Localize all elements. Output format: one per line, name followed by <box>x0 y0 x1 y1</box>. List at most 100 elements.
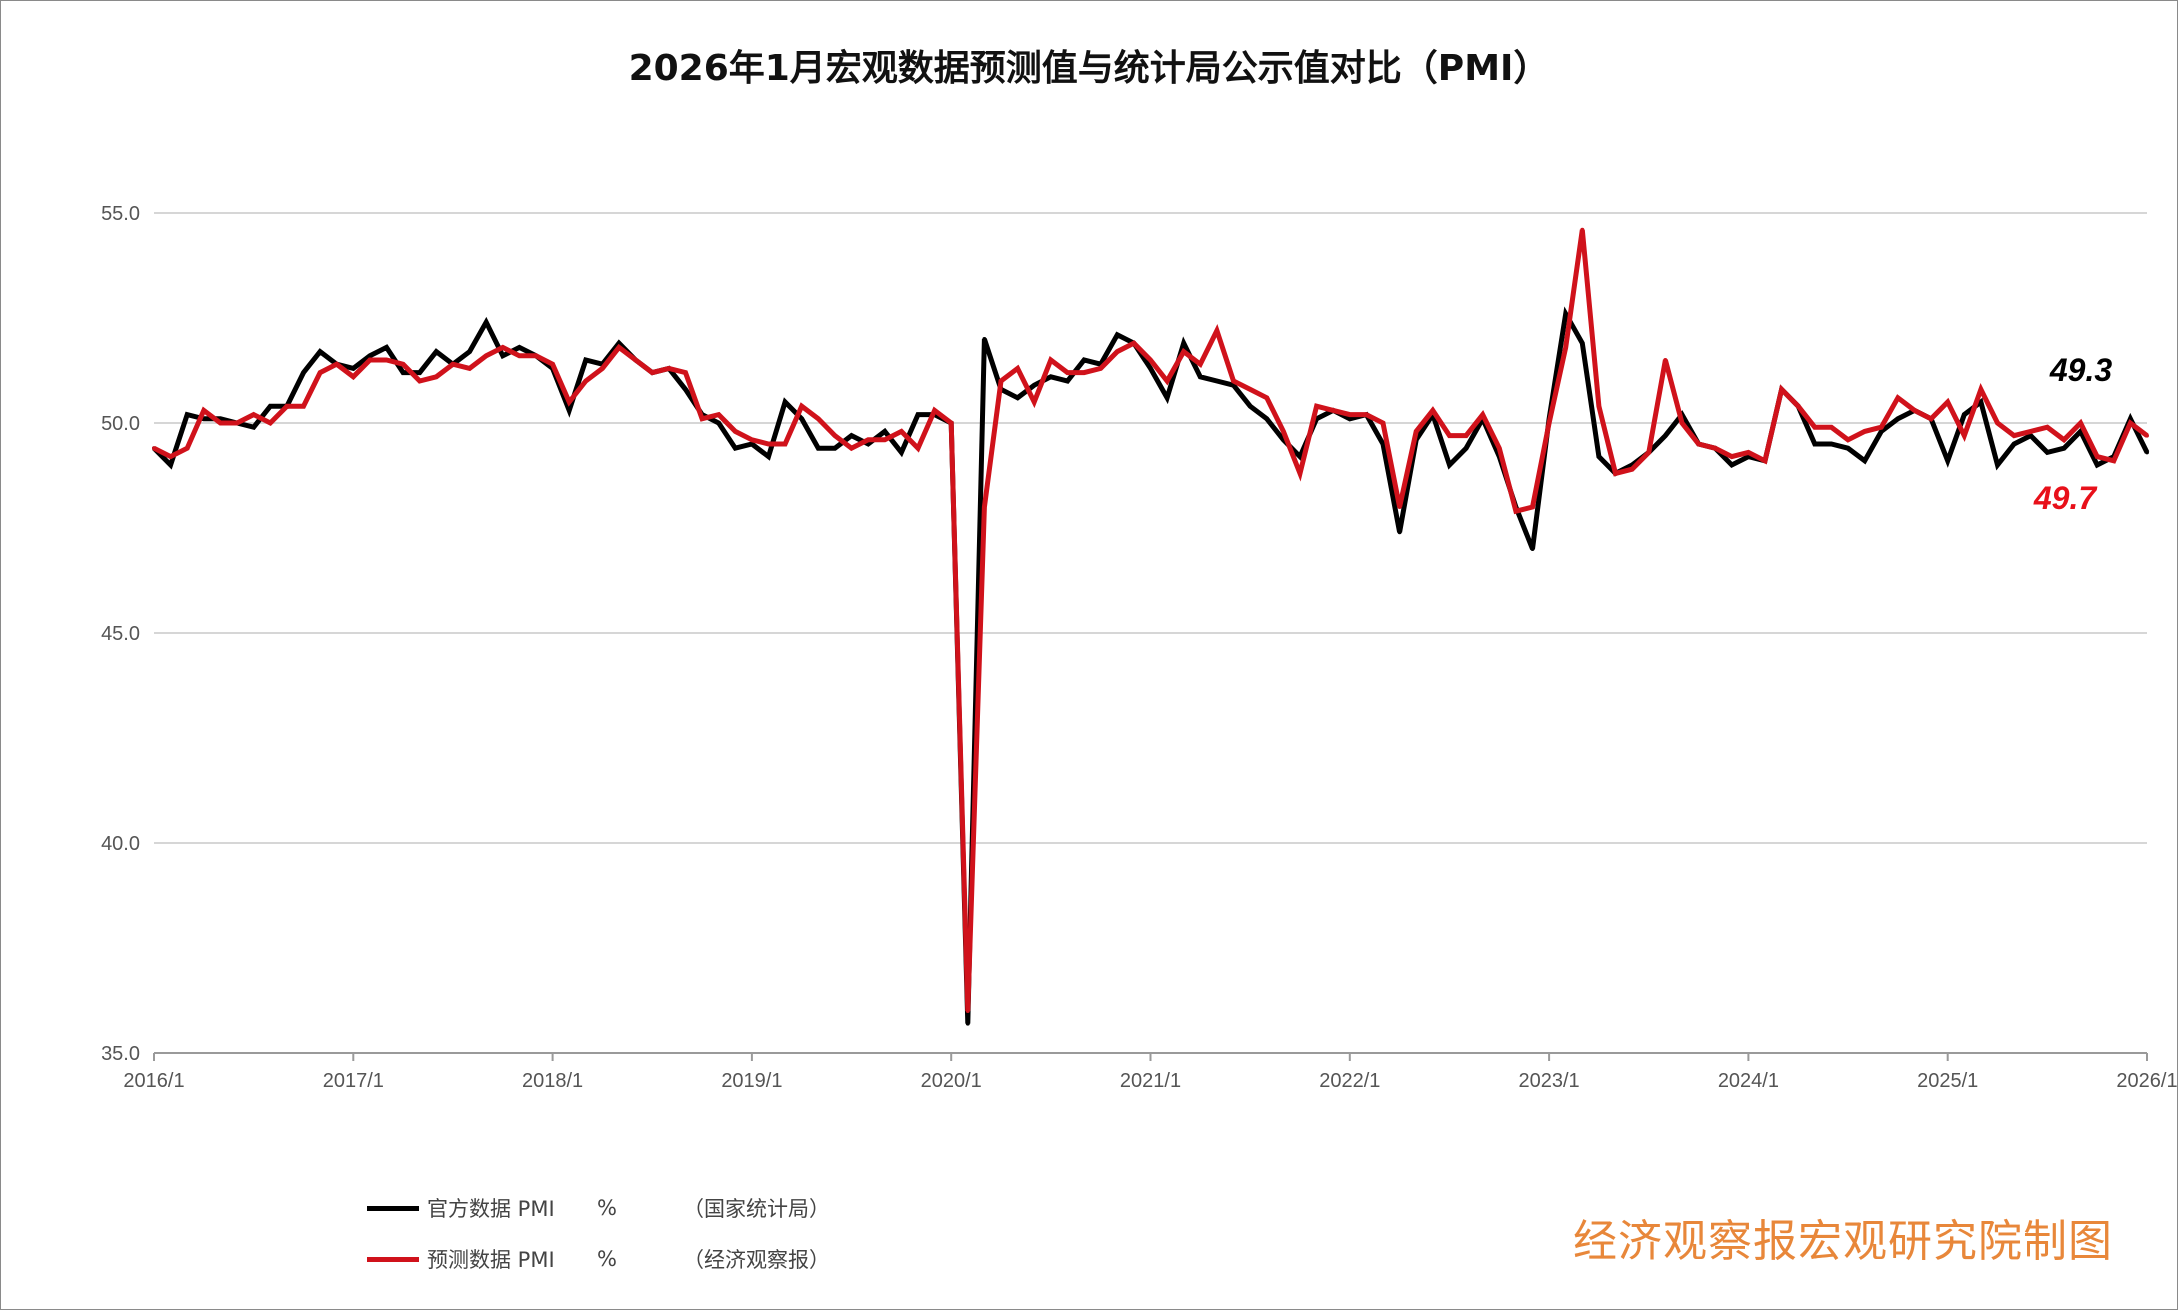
data-point <box>849 433 854 438</box>
data-point <box>1430 408 1435 413</box>
data-point <box>268 421 273 425</box>
data-point <box>2061 437 2066 442</box>
data-point <box>1248 387 1253 392</box>
x-tick-label: 2018/1 <box>522 1070 583 1092</box>
legend-swatch-forecast <box>367 1256 419 1262</box>
data-point <box>1198 362 1203 367</box>
data-point <box>1131 341 1136 346</box>
data-point <box>932 408 937 413</box>
data-point <box>401 362 406 367</box>
data-point <box>434 374 439 379</box>
data-point <box>1347 416 1352 421</box>
data-point <box>1165 379 1170 383</box>
data-point <box>799 404 804 409</box>
y-tick-label: 35.0 <box>101 1043 140 1065</box>
data-point <box>1331 408 1336 413</box>
data-point <box>1713 446 1718 451</box>
data-point <box>567 408 572 413</box>
data-point <box>1962 412 1967 417</box>
data-point <box>1048 374 1053 379</box>
data-point <box>1381 442 1386 446</box>
data-point <box>716 412 721 417</box>
y-tick-label: 55.0 <box>101 203 140 225</box>
data-point <box>2012 442 2017 446</box>
data-point <box>1596 404 1601 409</box>
data-point <box>1231 379 1236 383</box>
data-point <box>500 353 505 358</box>
data-point <box>1297 454 1302 459</box>
legend-label: 预测数据 PMI <box>427 1248 555 1272</box>
data-label: 49.3 <box>2049 352 2112 388</box>
data-point <box>351 374 356 379</box>
data-point <box>1862 429 1867 434</box>
data-point <box>301 404 306 409</box>
data-point <box>484 353 489 358</box>
data-point <box>700 416 705 421</box>
data-point <box>351 366 356 371</box>
data-point <box>733 429 738 434</box>
data-point <box>1447 433 1452 438</box>
x-tick-label: 2025/1 <box>1917 1070 1978 1092</box>
data-point <box>201 408 206 413</box>
data-point <box>1497 446 1502 451</box>
data-point <box>1663 433 1668 438</box>
data-point <box>915 412 920 417</box>
data-point <box>168 454 173 459</box>
legend-source: （经济观察报） <box>683 1248 830 1272</box>
data-point <box>1530 547 1535 551</box>
data-point <box>1264 395 1269 400</box>
data-point <box>1846 446 1851 451</box>
data-point <box>965 1021 970 1026</box>
data-point <box>2061 446 2066 451</box>
data-label: 49.7 <box>2033 480 2098 516</box>
data-point <box>1297 471 1302 476</box>
data-point <box>1314 404 1319 409</box>
data-point <box>882 437 887 442</box>
data-point <box>583 379 588 383</box>
data-point <box>550 362 555 367</box>
data-point <box>1630 467 1635 472</box>
data-point <box>417 379 422 383</box>
data-point <box>633 358 638 362</box>
legend-swatch-official <box>367 1205 419 1211</box>
y-tick-label: 40.0 <box>101 833 140 855</box>
data-point <box>1281 429 1286 434</box>
data-point <box>1414 429 1419 434</box>
data-point <box>915 446 920 451</box>
legend-item-forecast: 预测数据 PMI % （经济观察报） <box>367 1244 830 1274</box>
data-point <box>1115 349 1120 354</box>
legend-unit: % <box>597 1196 617 1220</box>
data-point <box>1214 328 1219 333</box>
legend-item-official: 官方数据 PMI % （国家统计局） <box>367 1193 830 1223</box>
data-point <box>218 421 223 425</box>
data-point <box>899 429 904 434</box>
data-point <box>1945 400 1950 404</box>
data-point <box>1464 433 1469 438</box>
data-point <box>965 1009 970 1013</box>
data-point <box>251 412 256 417</box>
watermark: 经济观察报宏观研究院制图 <box>1573 1216 2113 1267</box>
data-point <box>417 370 422 375</box>
data-point <box>683 370 688 375</box>
data-point <box>1879 425 1884 430</box>
x-tick-label: 2020/1 <box>921 1070 982 1092</box>
data-point <box>1048 358 1053 362</box>
data-point <box>384 358 389 362</box>
data-point <box>1015 395 1020 400</box>
data-point <box>1812 442 1817 446</box>
data-point <box>1978 400 1983 404</box>
data-point <box>2095 463 2100 467</box>
data-point <box>450 362 455 367</box>
data-point <box>982 505 987 509</box>
data-point <box>1580 341 1585 346</box>
data-point <box>1746 450 1751 455</box>
data-point <box>783 400 788 404</box>
data-point <box>749 437 754 442</box>
legend-unit: % <box>597 1247 617 1271</box>
legend-source: （国家统计局） <box>683 1197 830 1221</box>
data-point <box>600 366 605 371</box>
data-point <box>1978 387 1983 392</box>
data-point <box>1563 345 1568 350</box>
x-tick-label: 2016/1 <box>123 1070 184 1092</box>
data-point <box>185 412 190 417</box>
